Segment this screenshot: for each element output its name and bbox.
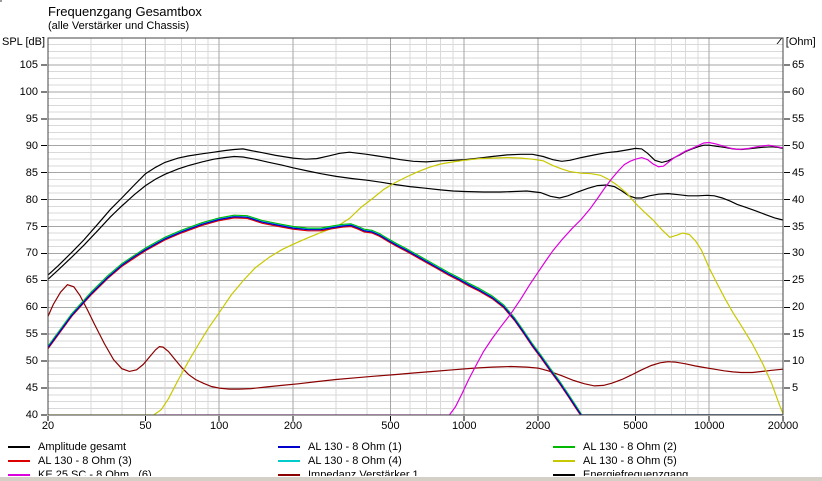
legend-label: AL 130 - 8 Ohm (2) — [583, 440, 677, 453]
legend-line-swatch — [8, 473, 30, 476]
series-al-130-8-ohm-1- — [48, 216, 783, 415]
right-axis-tick-label: 30 — [792, 247, 805, 260]
right-axis-tick-label: 40 — [792, 193, 805, 206]
x-axis-tick-label: 20 — [41, 420, 55, 432]
series-energiefrequenzgang — [48, 155, 783, 280]
legend: Amplitude gesamt AL 130 - 8 Ohm (3) KE 25 … — [0, 440, 822, 481]
legend-item: AL 130 - 8 Ohm (5) — [553, 454, 688, 467]
left-axis-tick-label: 105 — [19, 58, 38, 71]
left-axis-tick-label: 40 — [25, 409, 38, 421]
x-axis-tick-label: 100 — [210, 420, 229, 432]
legend-label: AL 130 - 8 Ohm (5) — [583, 454, 677, 467]
series-impedanz-verst-rker-1 — [48, 284, 783, 390]
chart-subtitle: (alle Verstärker und Chassis) — [48, 20, 190, 32]
x-axis-tick-label: 500 — [381, 420, 400, 432]
left-axis-tick-label: 80 — [25, 193, 38, 206]
chart-title: Frequenzgang Gesamtbox — [48, 4, 202, 19]
series-al-130-8-ohm-4- — [48, 215, 783, 415]
tick-marks — [41, 64, 790, 421]
right-axis-tick-label: 10 — [792, 355, 805, 368]
right-axis-tick-label: 35 — [792, 220, 805, 233]
x-axis-tick-label: 20000 — [767, 420, 799, 432]
legend-item: Amplitude gesamt — [8, 440, 152, 453]
right-axis-tick-label: 65 — [792, 58, 805, 71]
series-layer — [48, 141, 783, 415]
x-axis-tick-label: 10000 — [693, 420, 725, 432]
left-axis-tick-label: 60 — [25, 301, 38, 314]
legend-item: AL 130 - 8 Ohm (2) — [553, 440, 688, 453]
legend-label: AL 130 - 8 Ohm (3) — [38, 454, 132, 467]
left-axis-tick-label: 55 — [25, 328, 38, 341]
series-al-130-8-ohm-5- — [48, 156, 783, 415]
legend-item: AL 130 - 8 Ohm (1) — [278, 440, 419, 453]
right-axis-tick-label: 50 — [792, 139, 805, 152]
right-axis-tick-label: 25 — [792, 274, 805, 287]
legend-column-3: AL 130 - 8 Ohm (2) AL 130 - 8 Ohm (5) Ener… — [553, 440, 688, 481]
series-al-130-8-ohm-2- — [48, 214, 783, 415]
left-axis-tick-label: 70 — [25, 247, 38, 260]
left-axis-tick-label: 75 — [25, 220, 38, 233]
legend-line-swatch — [278, 445, 300, 448]
right-axis-tick-label: 45 — [792, 166, 805, 179]
legend-label: AL 130 - 8 Ohm (1) — [308, 440, 402, 453]
left-axis-tick-label: 65 — [25, 274, 38, 287]
series-ke-25-sc-8-ohm-6- — [159, 141, 783, 415]
legend-line-swatch — [278, 473, 300, 476]
legend-column-1: Amplitude gesamt AL 130 - 8 Ohm (3) KE 25 … — [8, 440, 152, 481]
legend-line-swatch — [553, 445, 575, 448]
status-bar — [0, 476, 822, 481]
legend-line-swatch — [8, 445, 30, 448]
grid — [48, 38, 783, 415]
x-axis-tick-label: 50 — [139, 420, 152, 432]
legend-item: AL 130 - 8 Ohm (3) — [8, 454, 152, 467]
legend-item: AL 130 - 8 Ohm (4) — [278, 454, 419, 467]
left-axis-tick-label: 95 — [25, 112, 38, 125]
legend-line-swatch — [278, 459, 300, 462]
right-axis-tick-label: 15 — [792, 328, 805, 341]
right-axis-label: Z [Ohm] — [776, 36, 816, 48]
right-axis-tick-label: 5 — [792, 382, 799, 395]
left-axis-tick-label: 45 — [25, 382, 38, 395]
left-axis-tick-label: 90 — [25, 139, 38, 152]
legend-column-2: AL 130 - 8 Ohm (1) AL 130 - 8 Ohm (4) Impe… — [278, 440, 419, 481]
right-axis-tick-label: 55 — [792, 112, 805, 125]
right-axis-tick-label: 20 — [792, 301, 805, 314]
right-axis-tick-label: 60 — [792, 85, 805, 98]
legend-line-swatch — [553, 459, 575, 462]
left-axis-tick-label: 100 — [19, 85, 38, 98]
x-axis-tick-label: 2000 — [525, 420, 551, 432]
left-axis-tick-label: 85 — [25, 166, 38, 179]
x-axis-tick-label: 5000 — [623, 420, 648, 432]
window-corner-dot — [0, 0, 2, 2]
x-axis-tick-label: 200 — [283, 420, 303, 432]
legend-label: AL 130 - 8 Ohm (4) — [308, 454, 402, 467]
legend-line-swatch — [553, 473, 575, 476]
series-al-130-8-ohm-3- — [48, 217, 783, 415]
left-axis-label: SPL [dB] — [2, 36, 46, 48]
left-axis-tick-label: 50 — [25, 355, 38, 368]
legend-line-swatch — [8, 459, 30, 462]
x-axis-tick-label: 1000 — [451, 420, 477, 432]
legend-label: Amplitude gesamt — [38, 440, 127, 453]
